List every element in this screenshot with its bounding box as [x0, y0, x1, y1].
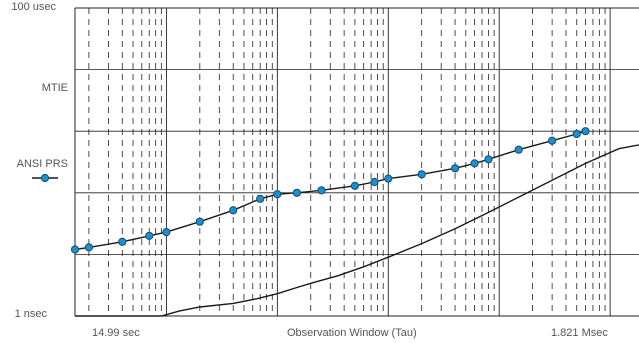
legend-prs-label: ANSI PRS — [16, 158, 68, 170]
x-axis-start-label: 14.99 sec — [92, 327, 140, 339]
grid — [74, 7, 639, 317]
ansi-prs-point — [84, 243, 94, 252]
ansi-prs-point — [514, 145, 523, 154]
ansi-prs-point — [273, 190, 282, 199]
legend-mtie-label: MTIE — [41, 82, 68, 94]
ansi-prs-point — [484, 155, 493, 164]
ansi-prs-point — [195, 217, 204, 226]
ansi-prs-line — [74, 130, 586, 251]
ansi-prs-point — [417, 170, 426, 179]
ansi-prs-point — [572, 129, 581, 139]
ansi-prs-point — [145, 231, 154, 240]
x-axis-title: Observation Window (Tau) — [287, 327, 417, 339]
x-axis-end-label: 1.821 Msec — [551, 327, 608, 339]
ansi-prs-point — [470, 159, 479, 168]
series-layer — [74, 130, 639, 317]
ansi-prs-point — [256, 194, 265, 203]
ansi-prs-point — [118, 237, 127, 246]
ansi-prs-point — [350, 181, 359, 190]
marker-layer — [70, 127, 590, 254]
ansi-prs-point — [229, 206, 238, 215]
mtie-line — [75, 144, 639, 317]
ansi-prs-point — [451, 164, 460, 173]
ansi-prs-point — [292, 188, 301, 197]
ansi-prs-point — [384, 174, 393, 183]
ansi-prs-point — [162, 228, 171, 237]
ansi-prs-point — [548, 136, 557, 145]
y-axis-top-label: 100 usec — [11, 1, 56, 13]
ansi-prs-point — [70, 245, 80, 254]
ansi-prs-point — [370, 177, 379, 187]
ansi-prs-point — [317, 186, 326, 195]
legend-prs-swatch — [32, 173, 58, 183]
legend: MTIE ANSI PRS — [0, 82, 68, 170]
y-axis-bottom-label: 1 nsec — [14, 308, 47, 320]
ansi-prs-point — [581, 127, 590, 136]
